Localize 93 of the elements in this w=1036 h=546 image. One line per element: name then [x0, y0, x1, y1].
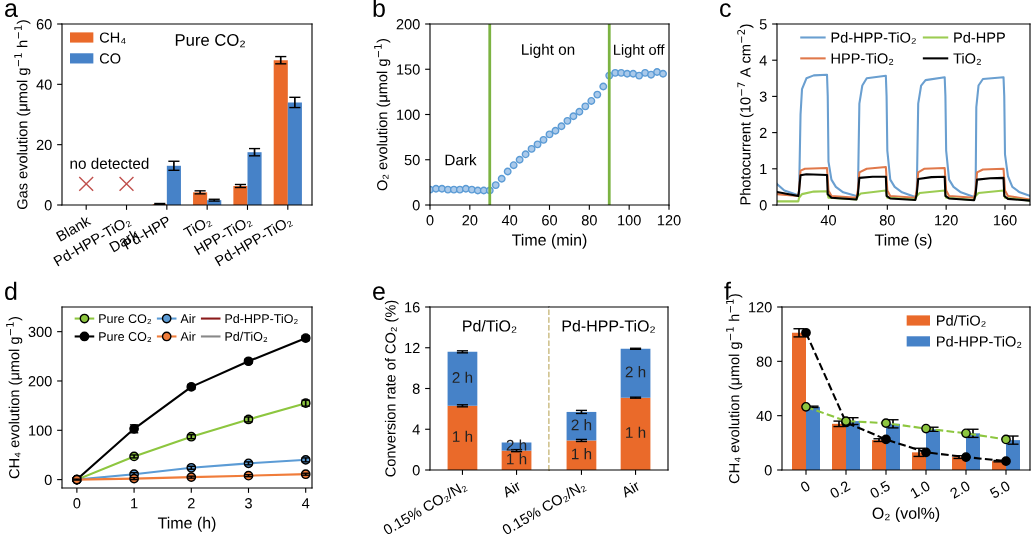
legend-label: Pd-HPP: [954, 32, 1005, 43]
x-tick-label: 2.0: [949, 480, 971, 499]
y-tick-label: 0: [759, 200, 767, 211]
x-tick-label: Air: [501, 479, 522, 498]
x-tick-label: 1: [131, 498, 138, 509]
x-axis-title: O₂ (vol%): [872, 507, 940, 523]
y-axis-title: Gas evolution (μmol g$^{−1}$ h$^{−1}$): [14, 20, 31, 209]
text: Pd-HPP-TiO₂: [562, 319, 655, 333]
x-tick-label: 80: [581, 215, 597, 226]
chart-title: c: [720, 3, 731, 18]
text: 2 h: [452, 371, 473, 383]
y-tick-label: 40: [756, 410, 772, 422]
legend-label: Pure CO₂: [99, 332, 152, 342]
legend-label: Air: [180, 313, 196, 323]
legend-label: TiO₂: [953, 52, 981, 65]
y-tick-label: 50: [404, 154, 420, 166]
x-axis-title: Time (min): [512, 233, 587, 249]
y-tick-label: 2: [759, 127, 767, 138]
x-axis-title: Time (s): [874, 233, 932, 249]
x-tick-label: 0: [73, 498, 81, 509]
x-tick-label: Air: [620, 479, 641, 498]
x-tick-label: 0: [426, 215, 434, 226]
y-tick-label: 3: [759, 91, 767, 102]
x-tick-label: 60: [542, 215, 558, 226]
legend-label: Air: [180, 331, 196, 341]
y-tick-label: 5: [759, 19, 767, 30]
legend-label: CH₄: [99, 32, 126, 44]
legend-label: Pd/TiO₂: [225, 331, 268, 342]
y-tick-label: 4: [759, 55, 767, 66]
y-tick-label: 300: [28, 326, 52, 338]
annotation: Dark: [445, 154, 477, 166]
annotation: Light on: [522, 43, 575, 58]
annotation: Light off: [614, 44, 665, 58]
y-tick-label: 0: [412, 200, 420, 211]
y-axis-title: Conversion rate of CO₂ (%): [384, 300, 399, 477]
x-tick-label: 0.5: [869, 480, 891, 499]
y-tick-label: 120: [749, 302, 772, 313]
y-tick-label: 200: [396, 19, 420, 30]
y-tick-label: 80: [756, 356, 772, 367]
legend-label: HPP-TiO₂: [831, 52, 894, 65]
x-tick-label: 160: [993, 215, 1017, 226]
x-tick-label: 5.0: [989, 480, 1011, 499]
y-tick-label: 150: [397, 64, 420, 75]
y-tick-label: 1: [760, 164, 767, 175]
y-tick-label: 8: [412, 383, 420, 394]
y-tick-label: 0: [764, 465, 772, 476]
series-label: 1 h: [572, 448, 592, 460]
y-tick-label: 100: [397, 109, 420, 120]
text: Pd/TiO₂: [463, 319, 517, 333]
x-axis-title: Time (h): [157, 516, 216, 532]
y-axis-title: Photocurrent (10$^{−7}$ A cm$^{−2}$): [737, 24, 754, 205]
y-tick-label: 20: [36, 139, 52, 151]
x-tick-label: 100: [618, 215, 641, 226]
chart-title: e: [373, 286, 385, 301]
legend-label: Pd-HPP-TiO₂: [831, 32, 916, 44]
x-tick-label: 20: [462, 215, 478, 226]
y-tick-label: 4: [412, 424, 420, 435]
text: 2 h: [625, 366, 646, 378]
x-tick-label: 0: [799, 480, 811, 493]
x-tick-label: 1.0: [909, 480, 931, 499]
y-tick-label: 12: [405, 342, 420, 354]
x-tick-label: 4: [301, 498, 310, 509]
annotation: no detected: [70, 157, 149, 169]
y-axis-title: O₂ evolution (μmol g$^{−1}$): [374, 39, 391, 191]
legend-label: Pd/TiO₂: [937, 315, 986, 327]
y-tick-label: 0: [412, 465, 420, 476]
chart-subtitle: Pure CO₂: [175, 34, 245, 48]
y-tick-label: 40: [36, 79, 52, 90]
x-tick-label: 3: [245, 498, 252, 509]
series-label: 2 h: [506, 439, 527, 451]
series-label: 2 h: [571, 419, 592, 431]
x-tick-label: 0.2: [829, 480, 851, 499]
y-tick-label: 16: [405, 302, 420, 313]
y-tick-label: 60: [36, 19, 52, 30]
x-tick-label: 40: [501, 215, 518, 226]
text: 1 h: [626, 426, 646, 438]
chart-title: d: [5, 281, 17, 301]
y-tick-label: 0: [44, 200, 52, 211]
x-tick-label: 120: [657, 215, 681, 226]
y-axis-title: CH₄ evolution (μmol g$^{−1}$): [6, 316, 23, 479]
x-tick-label: 80: [879, 215, 895, 226]
series-label: 1 h: [507, 453, 527, 465]
y-tick-label: 100: [29, 425, 52, 436]
x-tick-label: 120: [935, 215, 958, 226]
y-tick-label: 200: [28, 376, 52, 387]
legend-label: Pd-HPP-TiO₂: [225, 313, 298, 324]
text: 1 h: [453, 430, 473, 442]
chart-title: a: [5, 3, 18, 18]
legend-label: Pd-HPP-TiO₂: [937, 335, 1022, 348]
legend-label: Pure CO₂: [99, 314, 152, 324]
x-tick-label: 40: [820, 215, 837, 226]
legend-label: CO: [99, 53, 121, 64]
x-tick-label: 2: [187, 498, 195, 509]
